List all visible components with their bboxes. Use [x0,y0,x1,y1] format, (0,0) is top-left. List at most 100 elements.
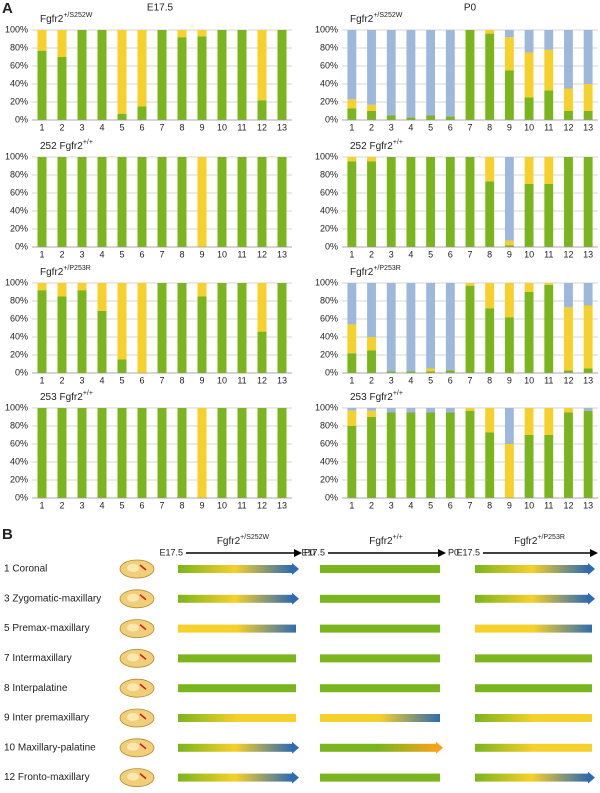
bar-segment [564,370,573,373]
bar-segment [544,283,554,285]
x-tick-label: 6 [448,500,453,510]
x-tick-label: 11 [237,375,246,385]
x-tick-label: 9 [199,122,204,132]
skull-icon-detail [127,713,139,721]
bar-segment [406,371,416,373]
title-text: Fgfr2 [514,536,538,547]
start-label: E17.5 [456,547,480,557]
transition-bar [475,624,592,633]
bar-segment [197,36,207,120]
bar-segment [367,104,376,111]
y-tick-label: 20% [320,96,338,106]
y-tick-label: 40% [10,78,28,88]
bar-segment [367,337,376,351]
transition-arrow [292,563,299,575]
y-tick-label: 0% [325,241,338,251]
title-sup: +/P253R [63,265,90,272]
transition-bar [320,743,436,752]
title-text: Fgfr2 [350,267,374,278]
title: Fgfr2+/P253R [514,534,565,546]
x-tick-label: 2 [59,375,64,385]
arrow-head [438,549,446,557]
bar-segment [504,30,514,38]
title-sup: +/S252W [373,12,402,19]
y-tick-label: 20% [320,223,338,233]
bar-segment [524,184,534,247]
x-tick-label: 4 [99,122,104,132]
bar-segment [367,157,376,162]
bar-segment [445,30,455,117]
x-tick-label: 6 [139,249,144,259]
bar-segment [524,292,534,373]
y-tick-label: 100% [315,24,338,34]
bar-segment [117,157,127,247]
bar-segment [406,157,416,247]
y-tick-label: 100% [5,402,28,412]
x-tick-label: 13 [583,249,593,259]
bar-segment [57,283,67,297]
x-tick-label: 3 [389,249,394,259]
bar-segment [277,157,287,247]
title-sup: +/+ [83,390,93,397]
x-tick-label: 7 [159,500,164,510]
bar-segment [57,157,67,247]
transition-bar [320,684,440,693]
bar-segment [257,283,267,332]
bar-segment [367,111,376,120]
bar-segment [197,296,207,373]
x-tick-label: 8 [179,122,184,132]
y-tick-label: 20% [320,474,338,484]
bar-segment [445,157,455,247]
bar-segment [177,30,187,38]
y-tick-label: 0% [15,114,28,124]
bar-segment [237,408,247,498]
bar-segment [117,408,127,498]
bar-segment [117,113,127,120]
start-label: E17.5 [159,547,183,557]
skull-icon-detail [127,653,139,662]
y-tick-label: 0% [15,241,28,251]
bar-segment [157,408,167,498]
bar-segment [583,305,593,369]
bar-segment [544,157,554,184]
bar-segment [544,408,554,435]
suture-mark [139,743,147,750]
bar-segment [406,30,416,118]
bar-segment [465,408,475,411]
x-tick-label: 1 [349,122,354,132]
bar-segment [347,157,357,162]
bar-segment [277,408,287,498]
bar-segment [485,432,495,498]
x-tick-label: 2 [369,500,374,510]
title-text: Fgfr2 [369,536,393,547]
title-text: 253 Fgfr2 [350,392,393,403]
bar-segment [583,283,593,306]
skull-icon-detail [127,564,139,572]
y-tick-label: 40% [10,456,28,466]
bar-segment [347,408,357,411]
title-sup: +/+ [83,139,93,146]
x-tick-label: 12 [563,249,573,259]
y-tick-label: 80% [10,420,28,430]
y-tick-label: 80% [10,295,28,305]
transition-bar [475,714,592,722]
y-tick-label: 100% [5,151,28,161]
bar-segment [277,283,287,373]
x-tick-label: 7 [467,249,472,259]
x-tick-label: 10 [524,500,534,510]
bar-segment [157,157,167,247]
x-tick-label: 10 [217,122,227,132]
bar-segment [177,408,187,498]
title: Fgfr2+/P253R [40,265,91,277]
bar-segment [445,412,455,498]
bar-segment [37,408,47,498]
x-tick-label: 2 [59,500,64,510]
transition-bar [475,743,592,752]
bar-segment [177,157,187,247]
bar-segment [426,371,436,373]
bar-segment [77,408,87,498]
x-tick-label: 3 [79,122,84,132]
bar-segment [367,350,376,373]
title-text: 252 Fgfr2 [40,141,83,152]
